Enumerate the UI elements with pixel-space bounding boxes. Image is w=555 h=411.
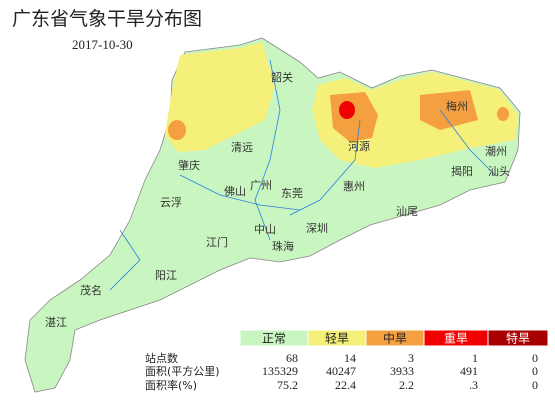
city-label: 汕头	[488, 165, 510, 178]
city-label: 佛山	[224, 185, 246, 198]
city-label: 茂名	[80, 283, 102, 297]
moderate-drought-west	[168, 120, 186, 140]
river	[179, 174, 301, 211]
row-label: 面积(平方公里)	[145, 364, 220, 378]
city-label: 珠海	[272, 239, 294, 253]
cell: 0	[532, 364, 538, 378]
row-label: 面积率(%)	[145, 378, 197, 392]
date: 2017-10-30	[72, 37, 133, 52]
city-label: 潮州	[485, 144, 507, 158]
city-label: 河源	[348, 139, 370, 153]
map	[24, 37, 521, 393]
city-label: 东莞	[281, 187, 303, 200]
cell: 3	[408, 351, 414, 365]
city-label: 肇庆	[178, 158, 200, 172]
legend-label: 重旱	[444, 332, 468, 346]
row-label: 站点数	[145, 351, 178, 365]
severe-drought	[339, 101, 355, 119]
city-label: 广州	[250, 179, 272, 192]
cell: 491	[460, 364, 478, 378]
city-label: 汕尾	[396, 205, 418, 218]
legend-label: 特旱	[506, 331, 530, 346]
river	[289, 119, 361, 216]
river	[109, 229, 141, 291]
cell: 0	[532, 351, 538, 365]
legend-label: 中旱	[383, 331, 407, 346]
city-label: 惠州	[343, 179, 365, 193]
cell: 1	[472, 351, 478, 365]
cell: 40247	[326, 364, 356, 378]
legend: 正常 轻旱 中旱 重旱 特旱	[239, 329, 549, 347]
city-label: 深圳	[306, 222, 328, 235]
legend-label: 正常	[262, 332, 286, 346]
cell: 14	[344, 351, 356, 365]
legend-label: 轻旱	[325, 332, 349, 346]
cell: 3933	[390, 364, 414, 378]
cell: .3	[469, 378, 478, 392]
city-label: 揭阳	[451, 164, 473, 178]
title: 广东省气象干旱分布图	[12, 8, 202, 30]
city-label: 梅州	[446, 99, 468, 113]
city-label: 韶关	[271, 70, 293, 84]
cell: 2.2	[399, 378, 414, 392]
city-labels: 韶关 梅州 清远 河源 潮州 肇庆 揭阳 汕头 佛山 广州 东莞 惠州 云浮 汕…	[45, 70, 510, 329]
moderate-drought-far-east	[497, 107, 509, 121]
legend-swatch	[487, 329, 549, 347]
city-label: 江门	[206, 235, 228, 249]
city-label: 湛江	[45, 316, 67, 329]
city-label: 阳江	[155, 269, 177, 282]
city-label: 云浮	[160, 196, 182, 209]
cell: 68	[286, 351, 298, 365]
river	[254, 59, 281, 241]
city-label: 中山	[254, 223, 276, 236]
cell: 75.2	[277, 378, 298, 392]
cell: 0	[532, 378, 538, 392]
cell: 135329	[262, 364, 298, 378]
city-label: 清远	[231, 141, 253, 154]
cell: 22.4	[335, 378, 356, 392]
stats-table: 站点数 68 14 3 1 0 面积(平方公里) 135329 40247 3933 491 0 面积率…	[145, 351, 538, 392]
mild-drought-west	[165, 42, 275, 152]
river	[439, 109, 496, 176]
moderate-drought-ne	[420, 90, 478, 130]
